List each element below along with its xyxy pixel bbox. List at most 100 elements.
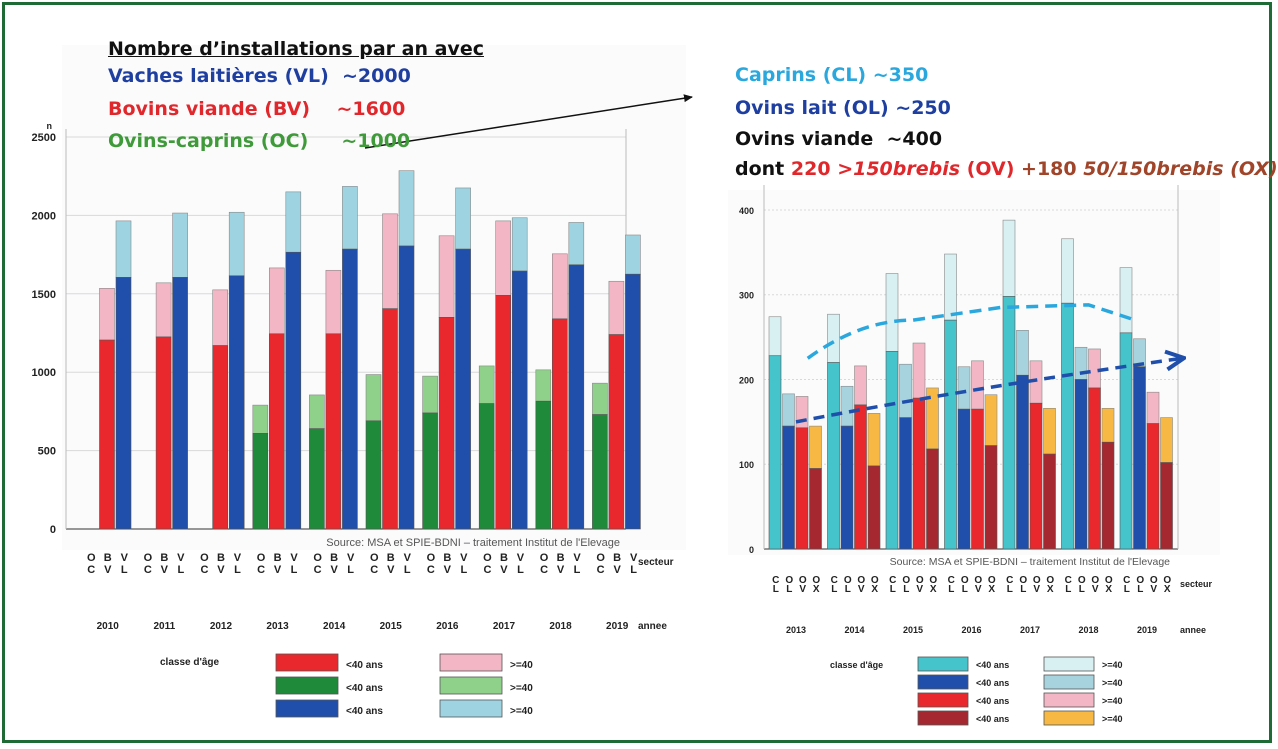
secteur-letter-2: C — [257, 564, 265, 576]
secteur-letter-2: L — [890, 584, 896, 595]
bar-ov-over40 — [1146, 391, 1160, 424]
bar-cl-under40 — [1061, 302, 1074, 550]
x-year-label: 2015 — [380, 621, 403, 632]
bar-ox-under40 — [1160, 462, 1173, 550]
secteur-letter-1: O — [1105, 575, 1113, 586]
secteur-letter-2: L — [903, 584, 909, 595]
bar-ox-under40 — [809, 468, 822, 550]
legend-label: <40 ans — [346, 683, 383, 694]
dont-ov-desc: >150brebis — [837, 158, 961, 180]
secteur-letter-1: B — [217, 552, 225, 564]
bar-cl-under40 — [768, 355, 782, 550]
secteur-letter-2: V — [1150, 584, 1157, 595]
header-dont: dont 220 >150brebis (OV) +180 50/150breb… — [735, 158, 1278, 180]
secteur-letter-1: O — [483, 552, 492, 564]
secteur-letter-1: O — [961, 575, 969, 586]
legend-label: <40 ans — [976, 714, 1009, 724]
bar-cl-under40 — [885, 351, 899, 550]
y-tick-label: 0 — [749, 545, 754, 555]
secteur-letter-1: V — [347, 552, 355, 564]
secteur-letter-1: O — [902, 575, 910, 586]
secteur-letter-1: O — [540, 552, 549, 564]
dont-ov-code: (OV) — [966, 158, 1015, 180]
secteur-letter-2: V — [1092, 584, 1099, 595]
bar-ox-over40 — [867, 413, 881, 467]
secteur-letter-2: L — [404, 564, 411, 576]
bar-bv-under40 — [155, 336, 172, 530]
secteur-letter-2: V — [274, 564, 282, 576]
secteur-letter-1: B — [557, 552, 565, 564]
bar-ol-under40 — [1133, 366, 1146, 550]
secteur-letter-2: C — [314, 564, 322, 576]
secteur-letter-2: X — [813, 584, 820, 595]
bar-cl-under40 — [1002, 296, 1016, 550]
bar-ov-over40 — [854, 365, 867, 406]
secteur-letter-1: B — [330, 552, 338, 564]
secteur-letter-2: L — [1065, 584, 1071, 595]
secteur-letter-2: C — [370, 564, 378, 576]
bar-vl-over40 — [228, 211, 245, 277]
bar-vl-under40 — [455, 248, 471, 530]
x-year-label: 2013 — [786, 625, 806, 635]
secteur-letter-1: C — [1065, 575, 1072, 586]
x-year-label: 2010 — [97, 621, 120, 632]
secteur-letter-2: L — [773, 584, 779, 595]
legend-swatch — [439, 653, 503, 672]
secteur-letter-1: O — [871, 575, 879, 586]
secteur-letter-1: O — [1136, 575, 1144, 586]
header-ol-label: Ovins lait (OL) — [735, 97, 889, 119]
y-tick-label: 0 — [50, 524, 56, 536]
bar-cl-under40 — [1119, 332, 1133, 550]
bar-vl-over40 — [285, 191, 302, 253]
secteur-letter-1: O — [974, 575, 982, 586]
legend-label: >=40 — [510, 706, 533, 717]
bar-ov-under40 — [912, 397, 926, 550]
bar-cl-over40 — [768, 316, 782, 357]
bar-vl-under40 — [398, 245, 415, 530]
secteur-letter-1: O — [916, 575, 924, 586]
y-tick-label: 1000 — [32, 367, 56, 379]
secteur-letter-1: V — [573, 552, 581, 564]
bar-bv-over40 — [268, 267, 285, 335]
bar-vl-over40 — [511, 217, 528, 272]
bar-oc-under40 — [478, 403, 495, 530]
legend-label: <40 ans — [976, 678, 1009, 688]
bar-ol-over40 — [1016, 330, 1029, 376]
bar-ox-over40 — [1160, 417, 1173, 463]
legend-label: <40 ans — [346, 660, 383, 671]
bar-ov-over40 — [971, 360, 984, 410]
secteur-letter-2: C — [597, 564, 605, 576]
bar-ox-under40 — [984, 445, 998, 550]
secteur-letter-2: L — [234, 564, 241, 576]
legend-swatch — [1043, 692, 1095, 708]
bar-bv-under40 — [382, 308, 398, 530]
bar-ox-under40 — [1101, 441, 1115, 550]
source-note: Source: MSA et SPIE-BDNI – traitement In… — [326, 537, 620, 549]
secteur-letter-1: B — [274, 552, 282, 564]
secteur-letter-2: V — [444, 564, 452, 576]
secteur-letter-2: L — [574, 564, 581, 576]
bar-cl-under40 — [827, 362, 840, 550]
secteur-letter-2: X — [1047, 584, 1054, 595]
bar-ol-under40 — [957, 408, 971, 550]
bar-ol-over40 — [957, 366, 971, 410]
legend-swatch — [1043, 656, 1095, 672]
header-vl-value: ~2000 — [342, 65, 411, 87]
y-tick-label: 1500 — [32, 289, 56, 301]
bar-bv-under40 — [608, 334, 625, 530]
bar-ov-under40 — [1088, 387, 1101, 550]
legend-swatch — [1043, 710, 1095, 726]
header-cl: Caprins (CL) ~350 — [735, 64, 928, 86]
header-ovins-viande-label: Ovins viande — [735, 128, 874, 150]
secteur-letter-2: L — [1137, 584, 1143, 595]
secteur-letter-1: O — [1091, 575, 1099, 586]
secteur-letter-1: O — [1033, 575, 1041, 586]
secteur-letter-2: V — [613, 564, 621, 576]
legend-swatch — [439, 699, 503, 718]
x-year-label: 2015 — [903, 625, 923, 635]
annee-axis-label: annee — [1180, 625, 1206, 635]
bar-vl-over40 — [172, 212, 188, 278]
secteur-letter-1: O — [988, 575, 996, 586]
secteur-letter-2: X — [988, 584, 995, 595]
secteur-letter-2: C — [427, 564, 435, 576]
